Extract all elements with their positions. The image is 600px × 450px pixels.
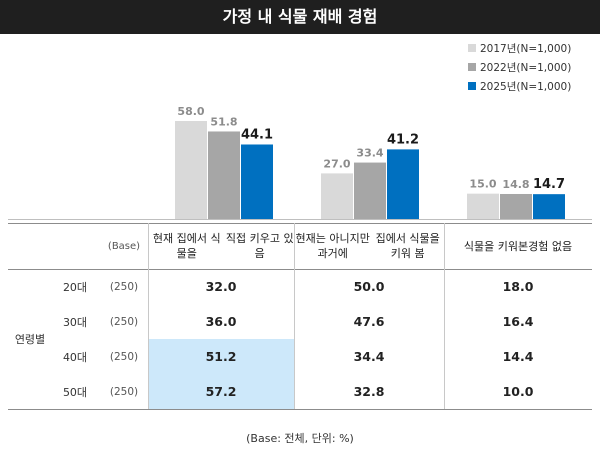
value-cell: 51.2 [205, 349, 237, 364]
base-cell: (250) [109, 280, 139, 293]
category-header-line: 집에서 식물을 키워 봄 [375, 232, 440, 260]
base-header: (Base) [107, 240, 141, 252]
data-label-3-2: 41.2 [387, 132, 419, 147]
legend-swatch [468, 82, 476, 90]
value-cell: 32.8 [353, 384, 385, 399]
footnote: (Base: 전체, 단위: %) [246, 432, 354, 445]
bar-2-2 [354, 162, 386, 219]
table-rule [8, 223, 592, 224]
value-cell: 16.4 [502, 314, 534, 329]
value-cell: 50.0 [353, 279, 385, 294]
category-header-line: 경험 없음 [528, 239, 573, 253]
legend-item: 2025년(N=1,000) [468, 78, 571, 94]
category-header: 현재는 아니지만 과거에 집에서 식물을 키워 봄 [294, 223, 444, 269]
legend-item: 2017년(N=1,000) [468, 40, 571, 56]
base-cell: (250) [109, 385, 139, 398]
bar-1-2 [321, 173, 353, 219]
age-cell: 20대 [62, 280, 88, 294]
category-header: 식물을 키워본 경험 없음 [444, 223, 592, 269]
data-label-2-3: 14.8 [502, 178, 529, 191]
bar-1-1 [175, 121, 207, 219]
age-cell: 30대 [62, 315, 88, 329]
value-cell: 18.0 [502, 279, 534, 294]
highlight-cell [148, 374, 294, 409]
base-cell: (250) [109, 350, 139, 363]
legend-label: 2017년(N=1,000) [480, 42, 572, 55]
base-cell: (250) [109, 315, 139, 328]
age-cell: 40대 [62, 350, 88, 364]
bar-3-1 [241, 144, 273, 219]
data-label-1-1: 58.0 [177, 105, 204, 118]
value-cell: 47.6 [353, 314, 385, 329]
category-header-line: 식물을 키워본 [463, 239, 529, 253]
value-cell: 36.0 [205, 314, 237, 329]
data-label-2-1: 51.8 [210, 115, 237, 128]
category-header-line: 현재 집에서 식물을 [152, 232, 221, 260]
category-header-line: 현재는 아니지만 과거에 [295, 232, 370, 260]
category-header: 현재 집에서 식물을 직접 키우고 있음 [148, 223, 294, 269]
value-cell: 10.0 [502, 384, 534, 399]
age-group-label: 연령별 [14, 333, 46, 346]
table-divider [294, 223, 295, 409]
table-rule [8, 409, 592, 410]
bar-2-1 [208, 131, 240, 219]
value-cell: 14.4 [502, 349, 534, 364]
table-rule [8, 269, 592, 270]
bar-2-3 [500, 193, 532, 219]
page-title: 가정 내 식물 재배 경험 [0, 0, 600, 34]
legend-label: 2025년(N=1,000) [480, 80, 572, 93]
data-label-1-3: 15.0 [469, 178, 496, 191]
legend-item: 2022년(N=1,000) [468, 59, 571, 75]
highlight-cell [148, 339, 294, 374]
bar-3-3 [533, 194, 565, 219]
data-label-1-2: 27.0 [323, 157, 350, 170]
legend-label: 2022년(N=1,000) [480, 61, 572, 74]
value-cell: 57.2 [205, 384, 237, 399]
bar-chart: 58.0 27.0 15.0 51.8 33.4 14.8 44.1 41.2 14.7 [8, 105, 592, 220]
table-divider [148, 223, 149, 409]
bar-3-2 [387, 149, 419, 219]
data-label-3-3: 14.7 [533, 177, 565, 192]
data-label-3-1: 44.1 [241, 127, 273, 142]
legend-swatch [468, 44, 476, 52]
value-cell: 32.0 [205, 279, 237, 294]
value-cell: 34.4 [353, 349, 385, 364]
age-cell: 50대 [62, 385, 88, 399]
bar-1-3 [467, 193, 499, 219]
chart-legend: 2017년(N=1,000) 2022년(N=1,000) 2025년(N=1,00… [468, 40, 571, 97]
table-divider [444, 223, 445, 409]
category-header-line: 직접 키우고 있음 [225, 232, 294, 260]
data-label-2-2: 33.4 [356, 147, 383, 160]
legend-swatch [468, 63, 476, 71]
